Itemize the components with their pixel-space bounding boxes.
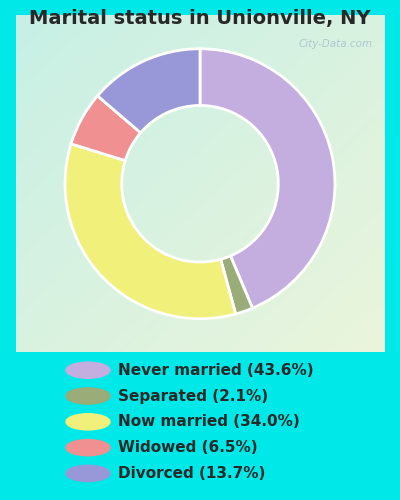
Circle shape xyxy=(66,466,110,481)
Circle shape xyxy=(66,388,110,404)
Wedge shape xyxy=(98,48,200,133)
Text: Divorced (13.7%): Divorced (13.7%) xyxy=(118,466,265,481)
Text: Separated (2.1%): Separated (2.1%) xyxy=(118,388,268,404)
Wedge shape xyxy=(200,49,335,308)
Wedge shape xyxy=(65,144,236,318)
Circle shape xyxy=(66,362,110,378)
Text: Widowed (6.5%): Widowed (6.5%) xyxy=(118,440,258,455)
Text: Marital status in Unionville, NY: Marital status in Unionville, NY xyxy=(29,9,371,28)
Circle shape xyxy=(66,414,110,430)
Wedge shape xyxy=(221,256,252,314)
Wedge shape xyxy=(71,96,140,160)
Text: Never married (43.6%): Never married (43.6%) xyxy=(118,362,314,378)
Text: City-Data.com: City-Data.com xyxy=(299,38,373,48)
Circle shape xyxy=(66,440,110,456)
Text: Now married (34.0%): Now married (34.0%) xyxy=(118,414,300,430)
